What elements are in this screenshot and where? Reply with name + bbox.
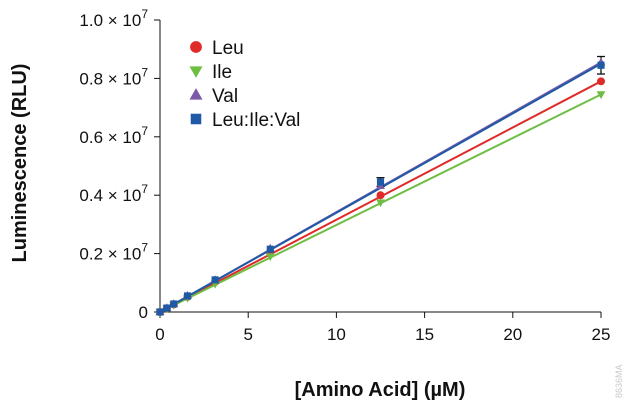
x-tick-label: 5 (243, 325, 252, 344)
x-tick-label: 25 (592, 325, 611, 344)
point-ile (596, 91, 606, 100)
point-leu-ile-val (376, 178, 385, 186)
x-axis-title: [Amino Acid] (µM) (295, 379, 466, 401)
y-tick-label: 0.8 × 107 (79, 65, 148, 88)
y-tick-label: 0.4 × 107 (79, 182, 148, 205)
legend-label-leu: Leu (212, 38, 244, 59)
x-tick-label: 10 (327, 325, 346, 344)
point-leu (376, 191, 385, 200)
legend-marker-leu-ile-val (190, 113, 202, 125)
watermark: 8636MA (614, 364, 624, 398)
y-axis-title: Luminescence (RLU) (9, 64, 31, 263)
y-tick-label: 0 (139, 303, 148, 322)
point-ile (265, 253, 275, 262)
legend-label-val: Val (212, 86, 238, 107)
y-tick-label: 0.2 × 107 (79, 241, 148, 264)
x-tick-label: 15 (415, 325, 434, 344)
error-bars (376, 55, 605, 188)
y-tick-label: 1.0 × 107 (79, 7, 148, 30)
legend-marker-ile (189, 66, 203, 78)
data-points (155, 57, 606, 317)
x-tick-label: 0 (155, 325, 164, 344)
legend: Leu Ile Val Leu:Ile:Val (189, 38, 300, 131)
point-leu-ile-val (163, 304, 171, 312)
point-leu (597, 77, 605, 86)
legend-marker-leu (190, 41, 202, 53)
point-leu-ile-val (183, 292, 192, 300)
point-leu-ile-val (211, 276, 219, 284)
point-leu-ile-val (266, 245, 274, 253)
point-leu-ile-val (597, 61, 605, 69)
axes: 0 5 10 15 20 25 0 0.2 × 107 0.4 × 107 0.6 × 107 0.… (79, 7, 610, 344)
point-leu-ile-val (170, 300, 178, 308)
legend-marker-val (189, 88, 203, 100)
legend-label-ile: Ile (212, 62, 232, 83)
point-leu-ile-val (156, 308, 164, 316)
x-tick-label: 20 (503, 325, 522, 344)
legend-label-leu-ile-val: Leu:Ile:Val (212, 110, 300, 131)
y-tick-label: 0.6 × 107 (79, 124, 148, 147)
point-ile (376, 199, 385, 208)
